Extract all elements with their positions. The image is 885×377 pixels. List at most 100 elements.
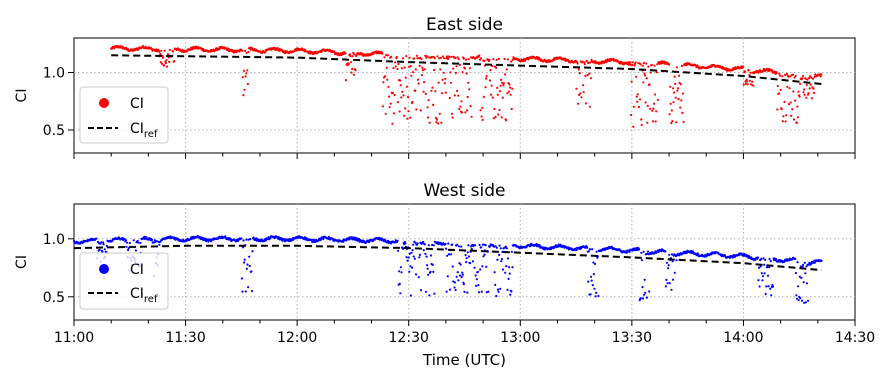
data-point (593, 287, 596, 290)
data-point (480, 115, 483, 118)
data-point (499, 287, 502, 290)
data-point (461, 271, 464, 274)
data-point (499, 247, 502, 250)
data-point (785, 114, 788, 117)
data-point (418, 253, 421, 256)
x-tick-label: 14:30 (835, 330, 875, 346)
data-point (437, 122, 440, 125)
data-point (632, 125, 635, 128)
data-point (456, 271, 459, 274)
data-point (581, 60, 584, 63)
data-point (680, 64, 684, 68)
data-point (652, 102, 656, 105)
data-point (506, 58, 509, 61)
data-point (482, 255, 485, 258)
data-point (649, 107, 652, 110)
legend: CI CIref (79, 86, 169, 144)
data-point (668, 282, 671, 285)
data-point (453, 281, 457, 284)
data-point (393, 93, 396, 97)
data-point (804, 301, 808, 304)
data-point (819, 75, 822, 78)
data-point (641, 297, 645, 300)
data-point (509, 86, 512, 89)
data-point (251, 250, 254, 253)
data-point (458, 107, 461, 111)
y-ticks: 0.5 1.0 (43, 66, 74, 139)
data-point (242, 94, 245, 97)
data-point (431, 86, 434, 89)
data-point (767, 285, 770, 288)
data-point (452, 67, 455, 70)
data-point (588, 105, 591, 108)
legend-label-ci-ref: CIref (130, 121, 158, 140)
data-point (805, 83, 808, 86)
data-point (497, 290, 500, 293)
data-point (440, 92, 444, 95)
data-point (449, 71, 452, 74)
y-axis-label: CI (14, 255, 30, 269)
data-point (794, 99, 797, 102)
data-point (597, 294, 600, 298)
data-point (488, 58, 491, 61)
data-point (505, 265, 508, 268)
data-point (742, 83, 745, 86)
data-point (491, 96, 494, 99)
data-point (481, 265, 484, 268)
data-point (154, 240, 157, 243)
data-point (497, 113, 500, 116)
data-point (731, 256, 734, 259)
data-point (416, 57, 419, 60)
legend-label-ci-ref-sub: ref (144, 129, 158, 140)
data-point (776, 108, 779, 111)
data-point (485, 265, 488, 268)
data-point (448, 55, 451, 58)
data-point (466, 109, 469, 112)
data-point (412, 255, 415, 258)
data-point (404, 76, 407, 79)
data-point (458, 274, 462, 277)
data-point (655, 71, 658, 74)
data-point (241, 49, 244, 52)
data-point (165, 65, 169, 68)
data-point (475, 278, 478, 281)
data-point (484, 244, 487, 247)
data-point (485, 291, 488, 294)
data-point (422, 249, 425, 252)
data-point (454, 288, 457, 292)
data-point (423, 68, 426, 71)
data-point (137, 241, 140, 244)
data-point (103, 248, 106, 251)
data-point (456, 243, 459, 246)
data-point (775, 258, 778, 261)
data-point (127, 248, 130, 252)
data-point (244, 75, 247, 78)
data-point (578, 72, 581, 75)
data-point (780, 108, 783, 111)
panel-west: 11:00 11:30 12:00 12:30 13:00 13:30 14:00 14:30… (14, 181, 875, 369)
data-point (577, 102, 580, 105)
data-point (582, 91, 585, 94)
data-point (427, 244, 430, 247)
data-point (392, 67, 395, 70)
data-point (444, 242, 447, 245)
data-point (785, 72, 788, 76)
data-point (756, 256, 760, 259)
data-point (509, 93, 512, 96)
data-point (577, 68, 580, 71)
data-point (421, 69, 425, 72)
data-point (495, 58, 498, 61)
data-point (509, 293, 512, 296)
data-point (640, 251, 643, 254)
data-point (671, 260, 674, 263)
data-point (654, 120, 657, 123)
data-point (125, 241, 129, 244)
data-point (590, 275, 593, 278)
data-point (475, 284, 478, 287)
data-point (590, 279, 593, 282)
x-tick-label: 14:00 (723, 330, 763, 346)
data-point (246, 83, 249, 86)
data-point (303, 48, 306, 51)
data-point (400, 271, 403, 274)
